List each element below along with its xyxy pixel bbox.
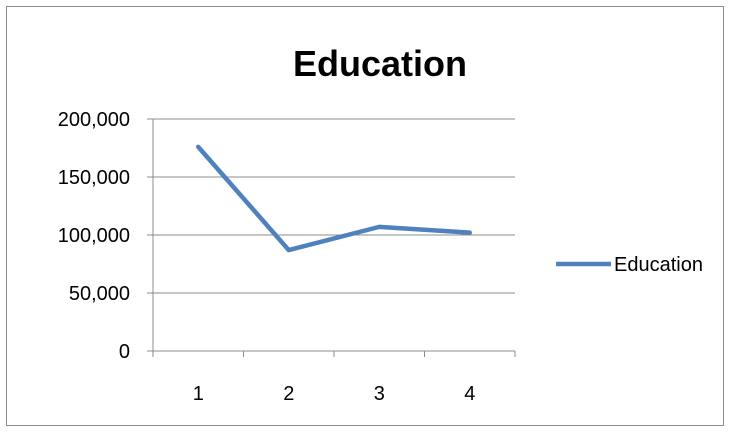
y-tick-label: 200,000: [58, 109, 130, 131]
tick-labels: 0 50,000 100,000 150,000 200,000 1 2 3 4: [58, 109, 476, 405]
chart-title: Education: [293, 43, 467, 84]
x-tick-label: 1: [193, 383, 204, 405]
y-tick-label: 0: [119, 341, 130, 363]
legend: Education: [556, 254, 703, 276]
y-tick-label: 150,000: [58, 167, 130, 189]
gridlines: [153, 119, 515, 293]
x-tick-label: 4: [464, 383, 475, 405]
legend-label: Education: [614, 254, 703, 276]
x-tick-label: 3: [374, 383, 385, 405]
y-tick-label: 100,000: [58, 225, 130, 247]
x-tick-label: 2: [283, 383, 294, 405]
y-tick-label: 50,000: [69, 283, 130, 305]
